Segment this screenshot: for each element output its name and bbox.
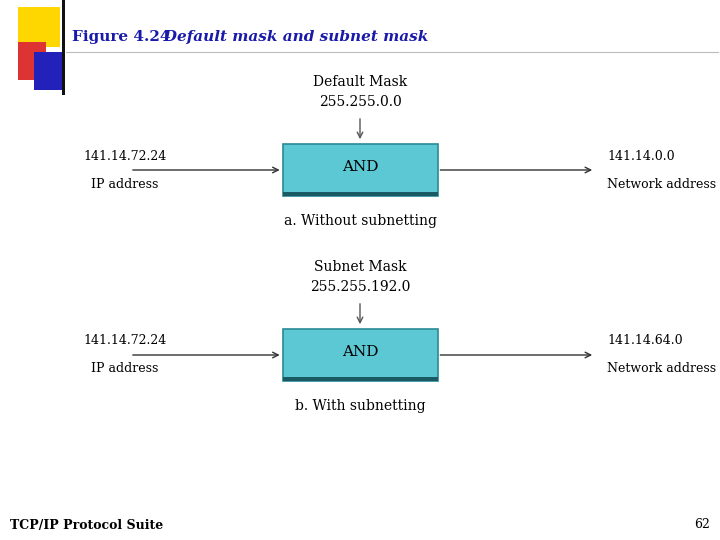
Text: AND: AND (342, 160, 378, 174)
Text: 141.14.72.24: 141.14.72.24 (84, 150, 166, 163)
Bar (18, 42, 46, 80)
Text: Network address: Network address (607, 178, 716, 191)
Bar (62, 0, 65, 95)
Text: Subnet Mask: Subnet Mask (314, 260, 406, 274)
Bar (282, 329, 438, 381)
Bar (18, 7, 60, 47)
Bar (282, 377, 438, 381)
Text: 141.14.64.0: 141.14.64.0 (607, 334, 683, 348)
Text: a. Without subnetting: a. Without subnetting (284, 214, 436, 228)
Bar (34, 52, 64, 90)
Text: 255.255.192.0: 255.255.192.0 (310, 280, 410, 294)
Text: TCP/IP Protocol Suite: TCP/IP Protocol Suite (10, 518, 163, 531)
Bar (282, 192, 438, 196)
Text: Figure 4.24: Figure 4.24 (72, 30, 171, 44)
Text: Default mask and subnet mask: Default mask and subnet mask (148, 30, 428, 44)
Text: AND: AND (342, 345, 378, 359)
Text: b. With subnetting: b. With subnetting (294, 399, 426, 413)
Text: IP address: IP address (91, 362, 158, 375)
Text: 141.14.0.0: 141.14.0.0 (607, 150, 675, 163)
Text: 141.14.72.24: 141.14.72.24 (84, 334, 166, 348)
Text: 255.255.0.0: 255.255.0.0 (319, 95, 401, 109)
Text: Default Mask: Default Mask (313, 75, 407, 89)
Text: IP address: IP address (91, 178, 158, 191)
Text: 62: 62 (694, 518, 710, 531)
Text: Network address: Network address (607, 362, 716, 375)
Bar (282, 144, 438, 196)
